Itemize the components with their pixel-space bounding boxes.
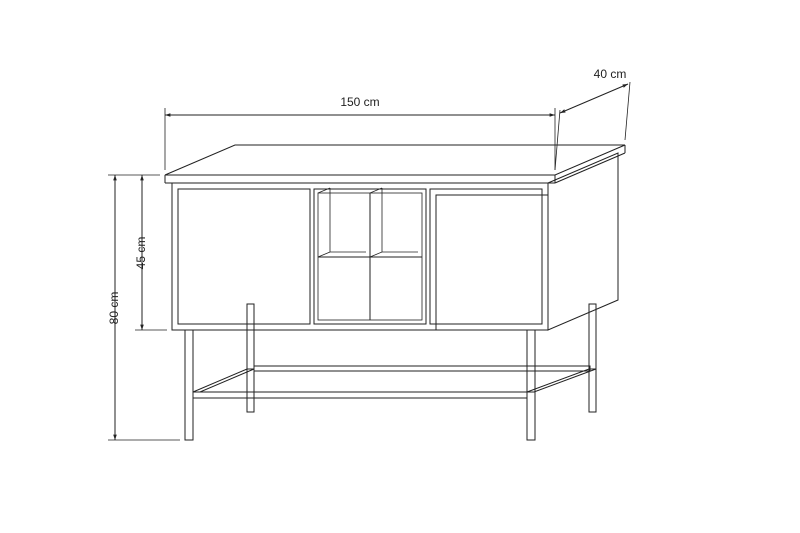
dim-height-label: 80 cm <box>107 292 121 325</box>
dim-depth-label: 40 cm <box>594 67 627 81</box>
dim-body-height-label: 45 cm <box>134 237 148 270</box>
dim-depth-line <box>560 84 628 113</box>
dim-width-label: 150 cm <box>340 95 379 109</box>
right-door-overlay <box>436 195 548 330</box>
stretcher-right <box>527 369 596 392</box>
leg-back-left <box>247 304 254 412</box>
stretcher-back <box>254 366 590 371</box>
cabinet-body-side <box>548 153 618 330</box>
left-door <box>178 189 310 324</box>
stretcher-front <box>193 392 527 398</box>
leg-front-left <box>185 330 193 440</box>
right-door <box>430 189 542 324</box>
leg-back-right <box>589 304 596 412</box>
stretcher-left <box>193 369 254 392</box>
leg-front-right <box>527 330 535 440</box>
dimension-diagram: 150 cm 40 cm 80 cm 45 cm <box>0 0 800 533</box>
